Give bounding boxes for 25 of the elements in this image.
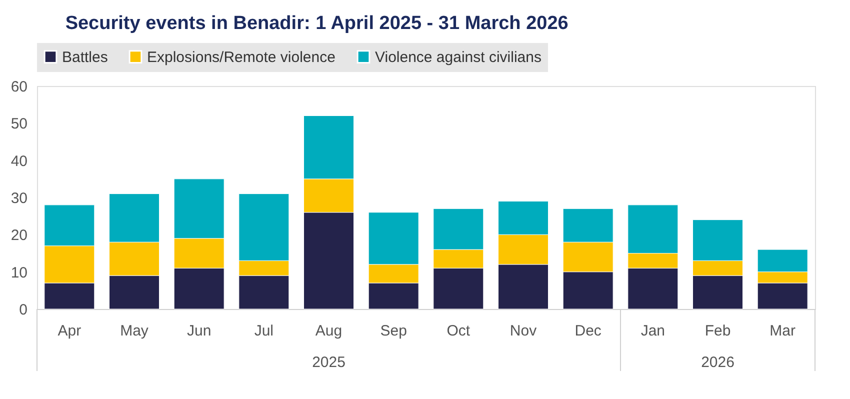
y-tick-label: 10: [10, 264, 28, 282]
x-tick-label: Dec: [574, 322, 602, 340]
x-tick-label: Sep: [380, 322, 407, 340]
legend-label: Violence against civilians: [375, 48, 542, 66]
x-tick-label: Nov: [510, 322, 538, 340]
x-tick-label: Jul: [254, 322, 274, 340]
y-tick-label: 50: [10, 116, 28, 133]
legend-label: Battles: [62, 48, 108, 66]
y-tick-label: 0: [19, 302, 28, 318]
y-tick-label: 40: [10, 152, 28, 170]
x-tick-label: Aug: [315, 322, 342, 340]
y-tick-label: 60: [10, 78, 28, 96]
y-tick-label: 30: [10, 190, 28, 207]
legend-label: Explosions/Remote violence: [147, 48, 336, 66]
x-tick-label: May: [120, 322, 149, 340]
chart-title: Security events in Benadir: 1 April 2025 - 31 March 2026: [65, 13, 568, 34]
x-tick-label: Feb: [704, 322, 731, 340]
text: 2025: [312, 354, 346, 371]
text: 2026: [701, 354, 734, 371]
y-tick-label: 20: [10, 227, 28, 244]
x-tick-label: Apr: [58, 322, 82, 340]
x-tick-label: Jun: [186, 322, 212, 340]
x-tick-label: Oct: [446, 322, 471, 340]
x-tick-label: Mar: [770, 322, 796, 340]
x-tick-label: Jan: [640, 322, 666, 340]
